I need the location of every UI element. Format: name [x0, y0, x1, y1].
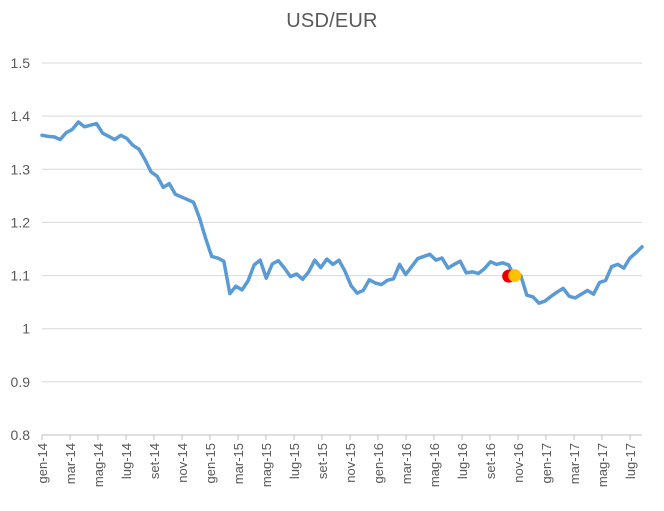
x-tick-label: lug-16 [455, 443, 470, 479]
series-layer [40, 120, 644, 305]
x-tick-label: nov-15 [343, 443, 358, 483]
x-tick-label: lug-14 [119, 443, 134, 479]
x-tick-label: set-16 [483, 443, 498, 479]
x-tick-label: nov-16 [511, 443, 526, 483]
x-tick-label: set-14 [147, 443, 162, 479]
chart-title: USD/EUR [286, 10, 378, 32]
x-tick-label: lug-15 [287, 443, 302, 479]
y-axis: 0.8 0.9 1 1.1 1.2 1.3 1.4 1.5 [11, 55, 31, 443]
y-tick-label: 1.1 [11, 268, 31, 284]
y-tick-label: 1.3 [11, 161, 31, 177]
x-tick-label: mar-14 [63, 443, 78, 484]
x-tick-label: mar-16 [399, 443, 414, 484]
y-tick-label: 1.4 [11, 108, 31, 124]
x-tick-label: lug-17 [623, 443, 638, 479]
x-tick-label: gen-17 [539, 443, 554, 483]
y-tick-label: 0.8 [11, 427, 31, 443]
y-tick-label: 0.9 [11, 374, 31, 390]
series-line-usd-eur [40, 120, 644, 305]
y-tick-label: 1.2 [11, 214, 31, 230]
x-tick-label: mag-14 [91, 443, 106, 487]
gridlines [42, 62, 642, 436]
x-tick-label: mag-16 [427, 443, 442, 487]
x-tick-label: gen-16 [371, 443, 386, 483]
x-tick-label: mar-15 [231, 443, 246, 484]
y-tick-label: 1 [22, 321, 30, 337]
x-tick-label: gen-14 [35, 443, 50, 483]
y-tick-label: 1.5 [11, 55, 31, 71]
highlight-point-yellow [508, 269, 522, 283]
x-tick-label: set-15 [315, 443, 330, 479]
x-tick-label: nov-14 [175, 443, 190, 483]
x-axis: gen-14 mar-14 mag-14 lug-14 set-14 nov-14 gen-… [35, 434, 642, 487]
x-tick-label: mag-17 [595, 443, 610, 487]
x-tick-label: mag-15 [259, 443, 274, 487]
x-tick-label: gen-15 [203, 443, 218, 483]
highlight-markers [502, 269, 522, 283]
x-tick-label: mar-17 [567, 443, 582, 484]
